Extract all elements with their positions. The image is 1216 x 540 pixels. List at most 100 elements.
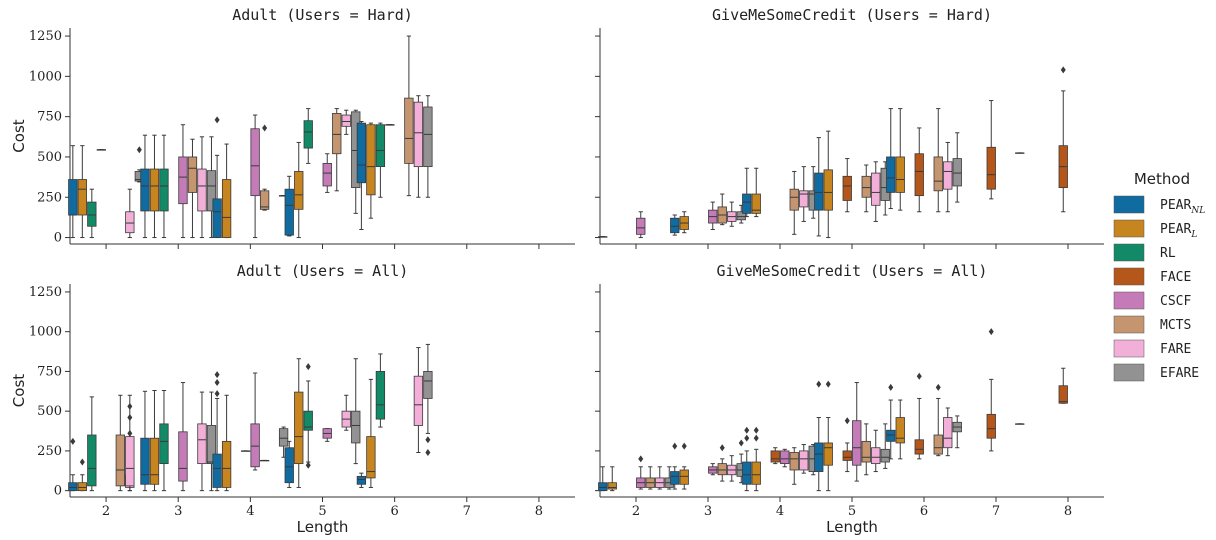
box-fare [125, 188, 135, 239]
panel-title: GiveMeSomeCredit (Users = All) [717, 262, 988, 280]
box-body [187, 156, 198, 193]
box-cscf [636, 211, 646, 239]
box-pear-l [679, 211, 689, 234]
x-tick-label: 7 [992, 504, 1000, 519]
outlier-point [744, 426, 750, 434]
box-pear-l [149, 390, 160, 492]
box-body [197, 423, 207, 465]
box-body [87, 434, 97, 487]
box-body [871, 172, 881, 206]
box-body [636, 217, 646, 235]
box-rl [87, 188, 97, 239]
box-body [933, 434, 943, 455]
outlier-point [214, 116, 220, 124]
legend-label: EFARE [1160, 366, 1199, 381]
box-pear-l [294, 358, 304, 488]
box-body [598, 482, 608, 492]
box-pear-nl [284, 175, 294, 237]
box-body [159, 168, 169, 212]
box-body [68, 482, 78, 492]
panel-1: Adult (Users = Hard) 0 250 500 750 1000 1250 Co… [10, 6, 575, 249]
y-tick-label: 0 [54, 484, 62, 499]
box-mcts [933, 383, 943, 457]
outlier-point [214, 371, 220, 379]
legend-swatch [1113, 315, 1145, 334]
box-fare [799, 166, 809, 222]
outlier-point [262, 124, 268, 132]
box-body [895, 156, 905, 193]
legend-label-name: EFARE [1160, 366, 1199, 381]
box-pear-nl [814, 137, 824, 237]
outlier-point [70, 437, 76, 445]
box-body [880, 448, 890, 463]
outlier-point [916, 372, 922, 380]
panel-title: Adult (Users = Hard) [232, 6, 413, 24]
box-cscf [178, 382, 188, 492]
box-pear-nl [742, 426, 752, 492]
legend-label-name: PEAR [1160, 198, 1191, 213]
box-face [770, 447, 780, 465]
box-body [356, 122, 367, 184]
box-fare [1015, 423, 1025, 425]
x-axis-label: Length [826, 518, 878, 536]
box-efare [880, 423, 890, 469]
box-body [278, 428, 289, 447]
box-fare [341, 109, 351, 135]
y-tick-label: 250 [37, 444, 62, 459]
legend-label-name: RL [1160, 246, 1176, 261]
outlier-point [425, 436, 431, 444]
box-body [814, 442, 824, 472]
box-body [159, 423, 169, 465]
legend-swatch [1113, 363, 1145, 382]
box-face [986, 328, 996, 452]
box-body [742, 461, 752, 485]
box-fare [413, 347, 424, 453]
box-pear-l [895, 399, 905, 460]
x-tick-label: 6 [391, 504, 399, 519]
box-fare [943, 141, 953, 213]
box-cscf [322, 428, 332, 442]
legend-swatch [1113, 219, 1145, 238]
box-pear-l [221, 394, 232, 492]
box-cscf [708, 201, 718, 230]
box-body [284, 188, 294, 236]
box-body [303, 120, 313, 149]
box-fare [727, 455, 737, 482]
box-body [886, 429, 896, 442]
legend-label: PEARL [1160, 222, 1197, 240]
box-cscf [322, 153, 332, 193]
box-pear-nl [284, 440, 294, 488]
box-body [250, 128, 260, 197]
box-rl [375, 122, 386, 198]
legend-label-name: FARE [1160, 342, 1191, 357]
legend-label: CSCF [1160, 294, 1191, 309]
box-face [385, 124, 395, 126]
box-efare [134, 146, 144, 183]
box-fare [125, 394, 135, 492]
box-rl [159, 134, 169, 239]
box-mcts [259, 459, 270, 462]
box-efare [952, 132, 962, 203]
box-mcts [861, 423, 871, 476]
legend-label: RL [1160, 246, 1176, 261]
box-pear-l [607, 466, 617, 492]
box-body [799, 450, 809, 471]
legend-item-fare: FARE [1113, 339, 1191, 358]
box-cscf [178, 124, 188, 239]
panel-title: Adult (Users = All) [237, 262, 409, 280]
box-pear-l [895, 108, 905, 211]
box-body [375, 371, 386, 420]
box-body [125, 211, 135, 234]
outlier-point [672, 442, 678, 450]
box-pear-l [149, 134, 160, 239]
legend-label-name: CSCF [1160, 294, 1191, 309]
box-pear-l [679, 442, 689, 490]
y-tick-label: 750 [37, 110, 62, 125]
box-pear-l [77, 145, 87, 239]
y-tick-label: 1000 [29, 325, 62, 340]
box-rl [303, 108, 313, 164]
box-pear-nl [598, 466, 608, 492]
box-mcts [259, 124, 270, 211]
outlier-point [844, 417, 850, 425]
outlier-point [214, 390, 220, 398]
